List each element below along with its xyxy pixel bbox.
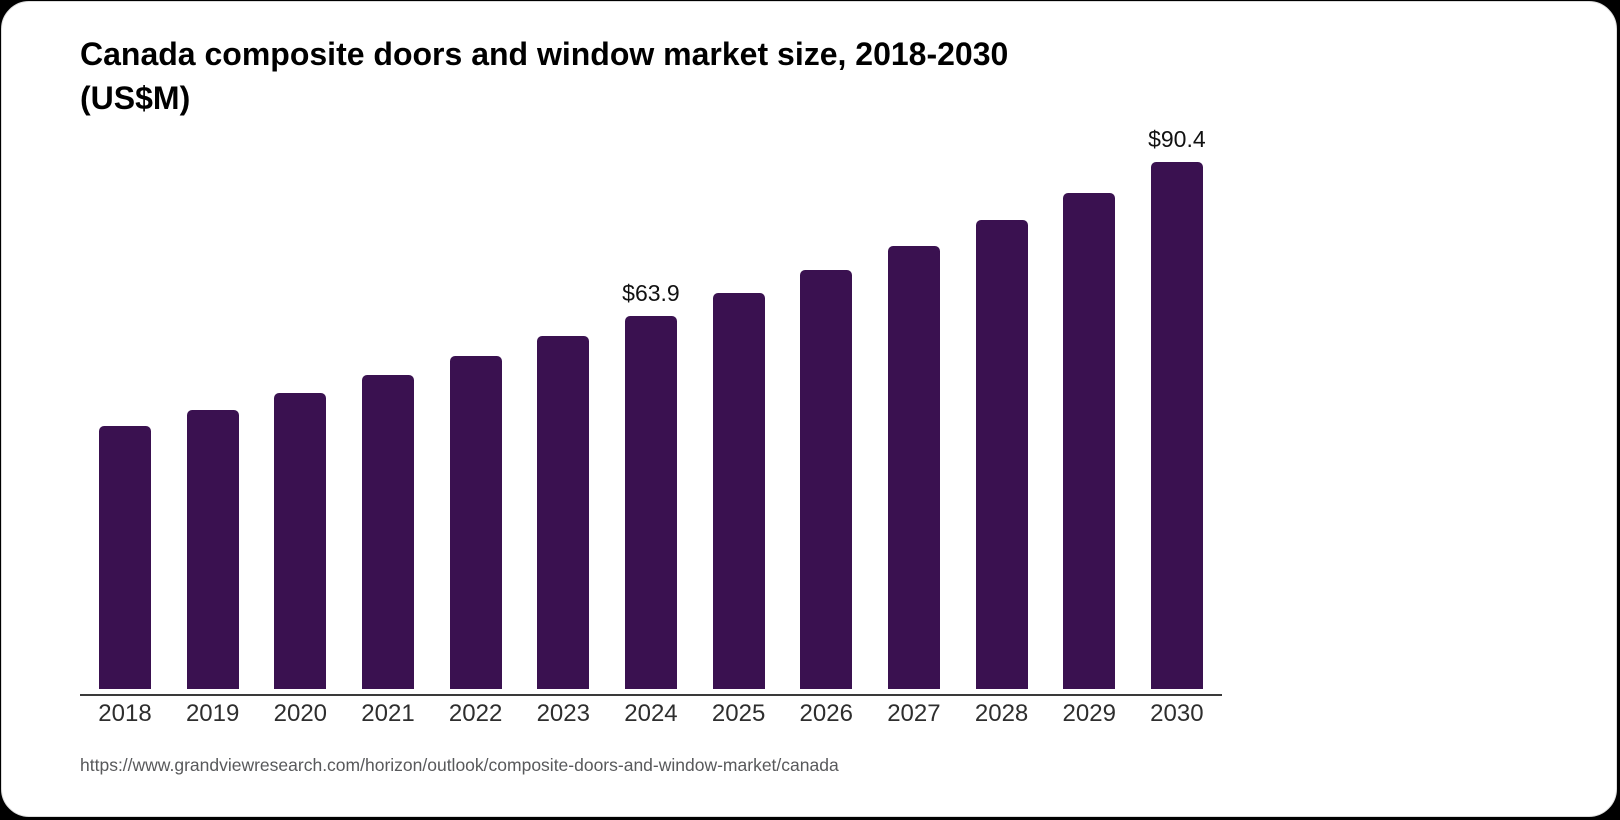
x-tick-label-2026: 2026: [799, 700, 853, 727]
x-tick-label-2030: 2030: [1150, 700, 1204, 727]
x-tick-label-2023: 2023: [536, 700, 590, 727]
chart-area: 2018 2019 2020 2021 2022 2023 $63.9 2024 2025 202…: [80, 109, 1222, 727]
source-url: https://www.grandviewresearch.com/horizo…: [80, 755, 839, 775]
bar-2024: $63.9 2024: [622, 280, 680, 727]
bar-2030: $90.4 2030: [1148, 126, 1206, 727]
x-tick-label-2028: 2028: [974, 700, 1029, 727]
page-title-line2: (US$M): [80, 80, 191, 116]
x-tick-label-2024: 2024: [624, 700, 678, 727]
x-tick-label-2018: 2018: [98, 700, 152, 727]
data-label-2030: $90.4: [1148, 126, 1206, 152]
bar-2018: 2018: [98, 426, 152, 727]
bar-2027: 2027: [887, 246, 941, 727]
x-tick-label-2027: 2027: [887, 700, 941, 727]
bar-2029: 2029: [1063, 193, 1116, 727]
page-title: Canada composite doors and window market…: [80, 32, 1280, 120]
page-title-line1: Canada composite doors and window market…: [80, 36, 1009, 72]
bar-2022: 2022: [449, 356, 502, 727]
bar-2028: 2028: [975, 220, 1028, 727]
x-tick-label-2025: 2025: [711, 700, 766, 727]
x-tick-label-2019: 2019: [185, 700, 240, 727]
bar-2019: 2019: [186, 410, 239, 727]
bar-2021: 2021: [361, 375, 415, 727]
x-tick-label-2021: 2021: [361, 700, 415, 727]
x-tick-label-2029: 2029: [1062, 700, 1116, 727]
bar-2020: 2020: [274, 393, 327, 727]
bar-2026: 2026: [800, 270, 853, 727]
bar-2023: 2023: [537, 336, 590, 727]
bar-series: 2018 2019 2020 2021 2022 2023 $63.9 2024 2025 202…: [80, 109, 1222, 727]
x-tick-label-2022: 2022: [448, 700, 503, 727]
x-tick-label-2020: 2020: [273, 700, 328, 727]
bar-2025: 2025: [712, 293, 765, 727]
x-axis-line: [80, 694, 1222, 696]
data-label-2024: $63.9: [622, 280, 680, 306]
